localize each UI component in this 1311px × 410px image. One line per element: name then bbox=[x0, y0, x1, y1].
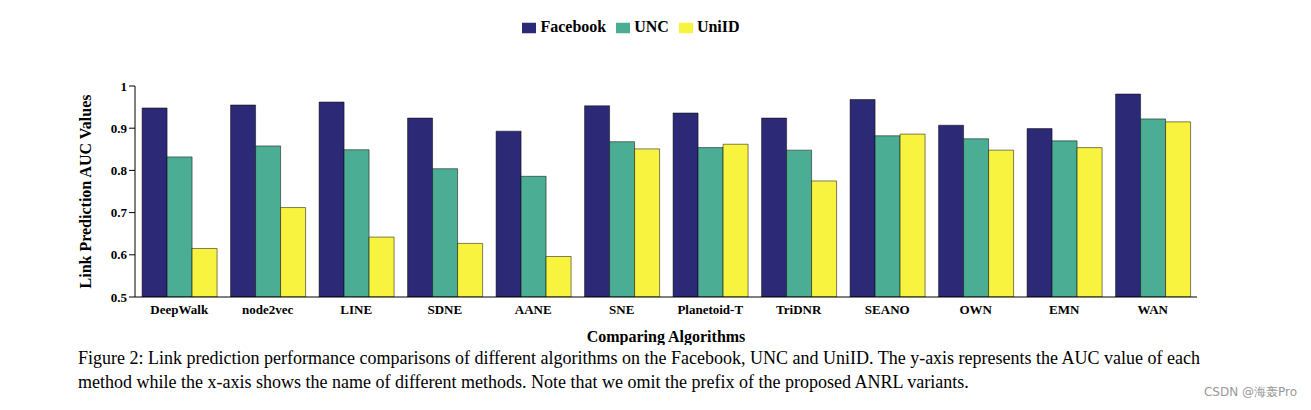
svg-text:AANE: AANE bbox=[515, 302, 552, 317]
svg-text:WAN: WAN bbox=[1138, 302, 1169, 317]
svg-text:0.5: 0.5 bbox=[111, 290, 128, 305]
svg-text:node2vec: node2vec bbox=[242, 302, 294, 317]
html-text:UNC: UNC bbox=[634, 18, 669, 35]
svg-text:0.9: 0.9 bbox=[111, 121, 128, 136]
html-text:Figure 2: Link prediction perf: Figure 2: Link prediction performance co… bbox=[78, 348, 1200, 392]
svg-text:LINE: LINE bbox=[340, 302, 372, 317]
svg-text:Link Prediction AUC Values: Link Prediction AUC Values bbox=[77, 95, 94, 289]
svg-text:0.7: 0.7 bbox=[111, 205, 128, 220]
html-text:Facebook: Facebook bbox=[540, 18, 607, 35]
svg-text:OWN: OWN bbox=[960, 302, 993, 317]
svg-text:SNE: SNE bbox=[609, 302, 634, 317]
svg-text:1: 1 bbox=[121, 79, 128, 94]
svg-text:EMN: EMN bbox=[1049, 302, 1080, 317]
svg-text:SDNE: SDNE bbox=[427, 302, 462, 317]
svg-text:SEANO: SEANO bbox=[865, 302, 910, 317]
svg-text:DeepWalk: DeepWalk bbox=[150, 302, 209, 317]
svg-text:Comparing Algorithms: Comparing Algorithms bbox=[587, 328, 746, 345]
html-text:UniID: UniID bbox=[696, 18, 740, 35]
svg-text:0.8: 0.8 bbox=[111, 163, 128, 178]
svg-text:TriDNR: TriDNR bbox=[776, 302, 822, 317]
svg-text:Planetoid-T: Planetoid-T bbox=[677, 302, 743, 317]
svg-text:0.6: 0.6 bbox=[111, 247, 128, 262]
html-text:CSDN @海轰Pro: CSDN @海轰Pro bbox=[1203, 385, 1297, 399]
